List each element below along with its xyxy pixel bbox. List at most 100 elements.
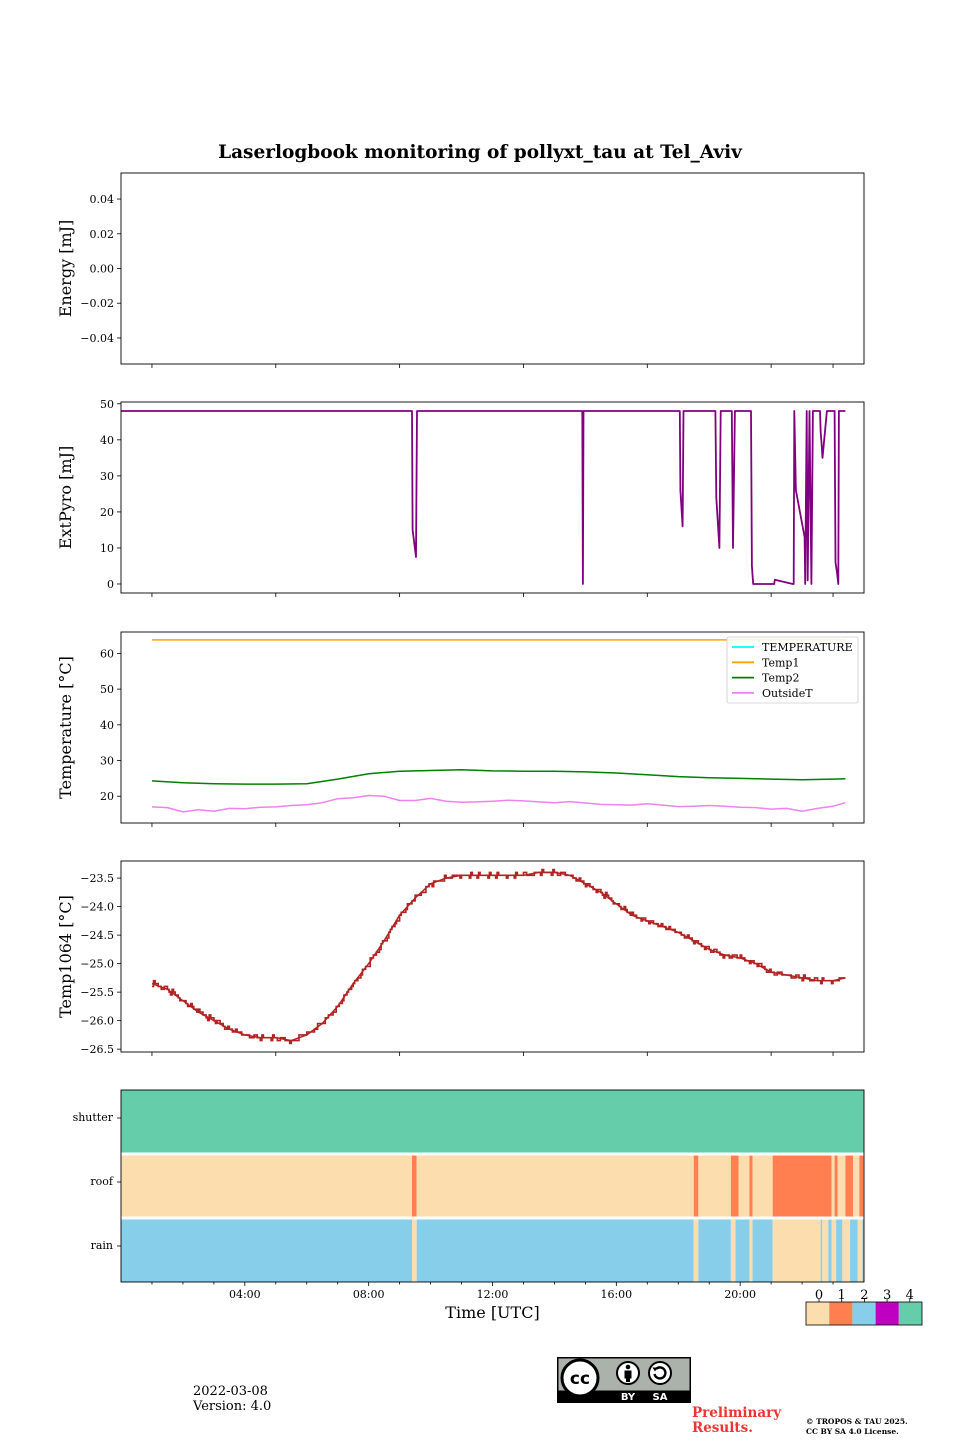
temp1064-ytick-label: −25.0 bbox=[80, 958, 114, 971]
energy-ylabel: Energy [mJ] bbox=[56, 220, 75, 318]
temp1064-ytick-label: −26.5 bbox=[80, 1043, 114, 1056]
energy-ytick-label: −0.04 bbox=[80, 332, 114, 345]
rain-segment bbox=[735, 1218, 750, 1282]
temperature-ytick-label: 20 bbox=[100, 790, 114, 803]
energy-ytick-label: 0.02 bbox=[90, 228, 115, 241]
copyright-line2: CC BY SA 4.0 License. bbox=[806, 1427, 899, 1436]
roof-segment bbox=[845, 1154, 854, 1218]
roof-segment bbox=[752, 1154, 773, 1218]
preliminary-note: Preliminary Results. bbox=[692, 1406, 781, 1436]
energy-ytick-label: 0.00 bbox=[90, 263, 115, 276]
roof-segment bbox=[121, 1154, 413, 1218]
shutter-segment bbox=[121, 1090, 864, 1154]
rain-segment bbox=[772, 1218, 821, 1282]
temp1064-ytick-label: −26.0 bbox=[80, 1015, 114, 1028]
legend-entry: Temp1 bbox=[762, 656, 799, 669]
extpyro-series-line bbox=[121, 410, 846, 585]
rain-segment bbox=[416, 1218, 694, 1282]
cc-license-badge: cc BY SA bbox=[557, 1357, 691, 1403]
extpyro-ytick-label: 50 bbox=[100, 398, 114, 411]
extpyro-ytick-label: 10 bbox=[100, 542, 114, 555]
temp1064-ylabel: Temp1064 [°C] bbox=[56, 895, 75, 1018]
status-xtick-label: 20:00 bbox=[724, 1288, 756, 1301]
colorbar-tick-label: 1 bbox=[838, 1288, 846, 1303]
temp1064-ytick-label: −24.5 bbox=[80, 929, 114, 942]
temp1064-frame bbox=[120, 860, 865, 1053]
cc-icon bbox=[560, 1358, 600, 1398]
legend-entry: OutsideT bbox=[762, 687, 813, 700]
temperature-ytick-label: 40 bbox=[100, 719, 114, 732]
rain-segment bbox=[850, 1218, 858, 1282]
rain-segment bbox=[822, 1218, 829, 1282]
roof-segment bbox=[698, 1154, 731, 1218]
energy-frame bbox=[120, 172, 865, 365]
rain-segment bbox=[730, 1218, 736, 1282]
temperature-ytick-label: 30 bbox=[100, 755, 114, 768]
status-panel: shutter roof rain 04:00 08:00 12:00 16:00 20:00… bbox=[73, 1089, 923, 1326]
energy-ytick-label: −0.02 bbox=[80, 297, 114, 310]
energy-ytick-label: 0.04 bbox=[90, 193, 115, 206]
temperature-frame bbox=[120, 631, 865, 824]
status-row-label: roof bbox=[90, 1175, 114, 1188]
roof-segment bbox=[831, 1154, 835, 1218]
cc-by-label: BY bbox=[621, 1392, 636, 1403]
roof-segment bbox=[859, 1154, 864, 1218]
extpyro-ytick-label: 40 bbox=[100, 434, 114, 447]
temperature-panel: 20 30 40 50 60 Temperature [°C] TEMPERATURE Tem… bbox=[56, 631, 865, 827]
cc-icon-text: cc bbox=[570, 1369, 590, 1389]
status-row-label: rain bbox=[91, 1239, 113, 1252]
footer-version: Version: 4.0 bbox=[193, 1399, 272, 1414]
extpyro-panel: 0 10 20 30 40 50 ExtPyro [mJ] bbox=[56, 398, 865, 597]
colorbar-swatch bbox=[806, 1302, 830, 1325]
rain-segment bbox=[836, 1218, 843, 1282]
rain-segment bbox=[749, 1218, 753, 1282]
roof-segment bbox=[693, 1154, 699, 1218]
status-xtick-label: 16:00 bbox=[600, 1288, 632, 1301]
roof-segment bbox=[837, 1154, 846, 1218]
roof-segment bbox=[738, 1154, 750, 1218]
colorbar-swatch bbox=[829, 1302, 853, 1325]
colorbar-tick-label: 2 bbox=[860, 1288, 868, 1303]
temperature-ytick-label: 60 bbox=[100, 647, 114, 660]
roof-segment bbox=[412, 1154, 417, 1218]
rain-segment bbox=[121, 1218, 413, 1282]
colorbar-tick-label: 4 bbox=[906, 1288, 914, 1303]
extpyro-frame bbox=[120, 401, 865, 594]
temperature-series-line bbox=[151, 794, 846, 813]
legend-box bbox=[726, 636, 859, 704]
rain-segment bbox=[693, 1218, 699, 1282]
copyright-line1: © TROPOS & TAU 2025. bbox=[806, 1417, 908, 1426]
rain-segment bbox=[752, 1218, 773, 1282]
rain-segment bbox=[820, 1218, 823, 1282]
colorbar-tick-label: 3 bbox=[883, 1288, 891, 1303]
roof-segment bbox=[772, 1154, 832, 1218]
rain-segment bbox=[698, 1218, 731, 1282]
preliminary-line1: Preliminary bbox=[692, 1405, 782, 1421]
extpyro-ytick-label: 20 bbox=[100, 506, 114, 519]
roof-segment bbox=[749, 1154, 753, 1218]
rain-segment bbox=[842, 1218, 851, 1282]
footer-info: 2022-03-08 Version: 4.0 bbox=[193, 1384, 271, 1414]
roof-segment bbox=[853, 1154, 860, 1218]
temperature-ylabel: Temperature [°C] bbox=[56, 656, 75, 799]
status-xtick-label: 12:00 bbox=[477, 1288, 509, 1301]
roof-segment bbox=[416, 1154, 694, 1218]
footer-date: 2022-03-08 bbox=[193, 1384, 268, 1399]
extpyro-ytick-label: 30 bbox=[100, 470, 114, 483]
preliminary-line2: Results. bbox=[692, 1420, 753, 1436]
colorbar-tick-label: 0 bbox=[815, 1288, 823, 1303]
chart-title: Laserlogbook monitoring of pollyxt_tau a… bbox=[218, 142, 743, 163]
colorbar-swatch bbox=[852, 1302, 876, 1325]
roof-segment bbox=[834, 1154, 838, 1218]
colorbar-swatch bbox=[875, 1302, 899, 1325]
temp1064-ytick-label: −23.5 bbox=[80, 872, 114, 885]
legend-entry: TEMPERATURE bbox=[762, 641, 853, 654]
temperature-series-line bbox=[151, 769, 846, 785]
energy-panel: −0.04 −0.02 0.00 0.02 0.04 Energy [mJ] bbox=[56, 172, 865, 368]
sa-icon bbox=[648, 1361, 672, 1385]
cc-sa-label: SA bbox=[653, 1392, 668, 1403]
legend-entry: Temp2 bbox=[762, 672, 799, 685]
status-xtick-label: 04:00 bbox=[229, 1288, 261, 1301]
